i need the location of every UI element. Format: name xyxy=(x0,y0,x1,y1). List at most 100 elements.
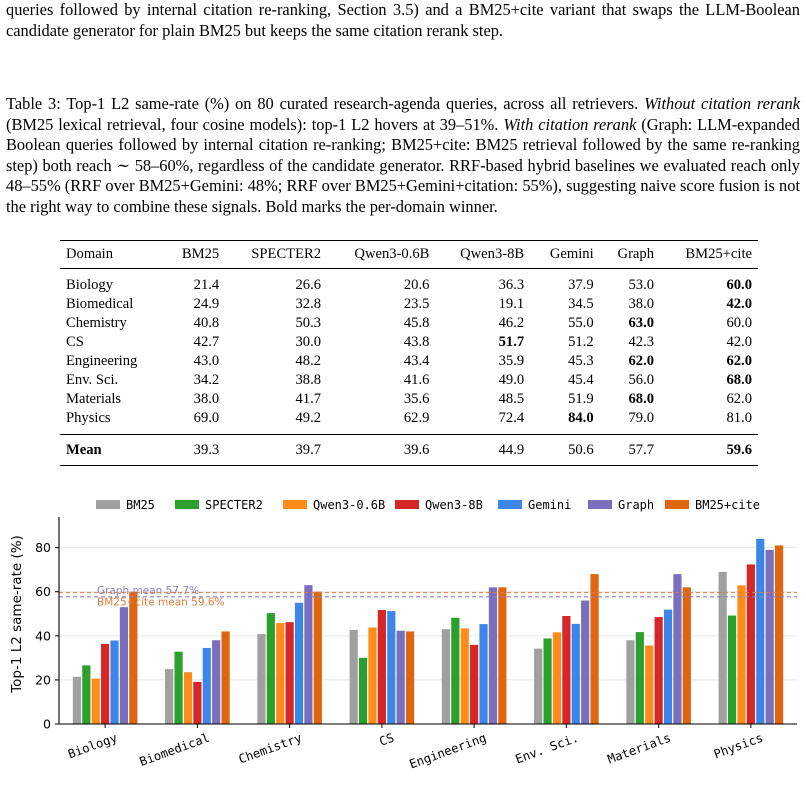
bar xyxy=(571,623,580,724)
value-cell: 63.0 xyxy=(628,315,655,331)
bar xyxy=(119,607,129,724)
bar xyxy=(358,657,368,724)
bar xyxy=(590,574,599,724)
value-cell: 41.7 xyxy=(295,391,322,407)
bar xyxy=(756,538,765,724)
header-graph: Graph xyxy=(617,246,655,262)
bar xyxy=(368,627,377,724)
mean-cell: 39.7 xyxy=(295,441,322,458)
caption-text-2: (BM25 lexical retrieval, four cosine mod… xyxy=(6,114,504,134)
bar xyxy=(101,643,110,724)
value-cell: 46.2 xyxy=(498,315,525,331)
bar xyxy=(285,622,294,724)
y-tick-label: 60 xyxy=(35,584,51,599)
value-cell: 23.5 xyxy=(403,296,430,312)
domain-cell: Physics xyxy=(66,410,111,426)
value-cell: 38.8 xyxy=(295,372,322,388)
y-axis-label: Top-1 L2 same-rate (%) xyxy=(9,535,25,694)
mean-cell: 57.7 xyxy=(628,441,655,458)
table-row: Chemistry 40.8 50.3 45.8 46.2 55.0 63.0 60.0 xyxy=(60,314,758,333)
value-cell: 34.5 xyxy=(568,296,594,312)
table-row: Env. Sci. 34.2 38.8 41.6 49.0 45.4 56.0 68.0 xyxy=(60,371,758,390)
header-bm25: BM25 xyxy=(181,246,220,262)
bar xyxy=(183,672,193,724)
bar xyxy=(654,617,663,724)
x-tick-label: Physics xyxy=(712,731,765,762)
bar xyxy=(534,648,543,724)
table-row: Physics 69.0 49.2 62.9 72.4 84.0 79.0 81.0 xyxy=(60,409,758,435)
header-domain: Domain xyxy=(66,246,114,262)
value-cell: 40.8 xyxy=(193,315,220,331)
value-cell: 48.2 xyxy=(295,353,322,369)
chart-reference-lines: Graph mean 57.7%BM25+cite mean 59.6% xyxy=(59,585,797,609)
bar xyxy=(174,651,183,724)
value-cell: 41.6 xyxy=(403,372,430,388)
bar xyxy=(737,585,746,724)
bar xyxy=(626,640,635,724)
bar xyxy=(387,611,396,724)
bar xyxy=(129,591,138,724)
bar xyxy=(405,631,415,724)
legend-label: BM25+cite xyxy=(695,498,760,512)
x-tick-label: Engineering xyxy=(408,731,489,772)
value-cell: 48.5 xyxy=(498,391,525,407)
bar xyxy=(212,640,221,724)
value-cell: 45.4 xyxy=(568,372,594,388)
x-tick-label: Env. Sci. xyxy=(514,731,581,767)
x-tick-label: Materials xyxy=(606,731,673,767)
caption-text-1: Table 3: Top-1 L2 same-rate (%) on 80 cu… xyxy=(6,94,645,113)
value-cell: 45.3 xyxy=(568,353,594,369)
legend-swatch xyxy=(665,500,689,509)
bar xyxy=(165,669,174,724)
bar xyxy=(460,628,469,724)
value-cell: 42.0 xyxy=(726,334,752,350)
table-row: Biology 21.4 26.6 20.6 36.3 37.9 53.0 60.0 xyxy=(60,269,758,296)
x-tick-label: CS xyxy=(377,731,396,749)
table-header-row: Domain BM25 SPECTER2 Qwen3-0.6B Qwen3-8B… xyxy=(60,240,758,269)
caption-italic-1: Without citation rerank xyxy=(644,94,801,113)
reference-line-label: BM25+cite mean 59.6% xyxy=(97,597,225,609)
value-cell: 32.8 xyxy=(295,296,322,312)
bar xyxy=(396,630,405,724)
mean-cell: 44.9 xyxy=(498,441,525,458)
legend-swatch xyxy=(588,500,612,509)
bar xyxy=(304,585,313,724)
bar xyxy=(765,549,774,724)
bar xyxy=(581,600,590,724)
value-cell: 37.9 xyxy=(568,277,594,293)
bar xyxy=(635,632,644,724)
value-cell: 68.0 xyxy=(726,372,752,388)
y-tick-label: 40 xyxy=(35,628,51,643)
value-cell: 34.2 xyxy=(193,372,220,388)
value-cell: 60.0 xyxy=(726,277,752,293)
chart-bars xyxy=(72,538,784,724)
value-cell: 79.0 xyxy=(628,410,655,426)
value-cell: 72.4 xyxy=(498,410,525,426)
domain-cell: Engineering xyxy=(66,353,138,369)
value-cell: 84.0 xyxy=(568,410,594,426)
value-cell: 24.9 xyxy=(193,296,220,312)
bar xyxy=(488,587,498,724)
value-cell: 62.9 xyxy=(403,410,430,426)
value-cell: 62.0 xyxy=(726,353,752,369)
value-cell: 60.0 xyxy=(726,315,752,331)
bar xyxy=(110,640,119,724)
domain-cell: Biology xyxy=(66,277,114,293)
domain-cell: Materials xyxy=(66,391,122,407)
bar xyxy=(718,571,727,724)
bar xyxy=(682,587,691,724)
bar xyxy=(663,609,673,724)
value-cell: 62.0 xyxy=(628,353,655,369)
value-cell: 56.0 xyxy=(628,372,655,388)
bar xyxy=(451,617,460,724)
legend-label: BM25 xyxy=(126,498,155,512)
bar xyxy=(727,615,737,724)
legend-swatch xyxy=(283,500,307,509)
value-cell: 42.7 xyxy=(193,334,220,350)
mean-cell: 39.3 xyxy=(193,441,220,458)
bar xyxy=(294,602,304,724)
legend-label: SPECTER2 xyxy=(205,498,263,512)
caption-text-3: (Graph: LLM-expanded Boolean queries fol… xyxy=(6,114,800,216)
legend-swatch xyxy=(498,500,522,509)
value-cell: 21.4 xyxy=(193,277,220,293)
